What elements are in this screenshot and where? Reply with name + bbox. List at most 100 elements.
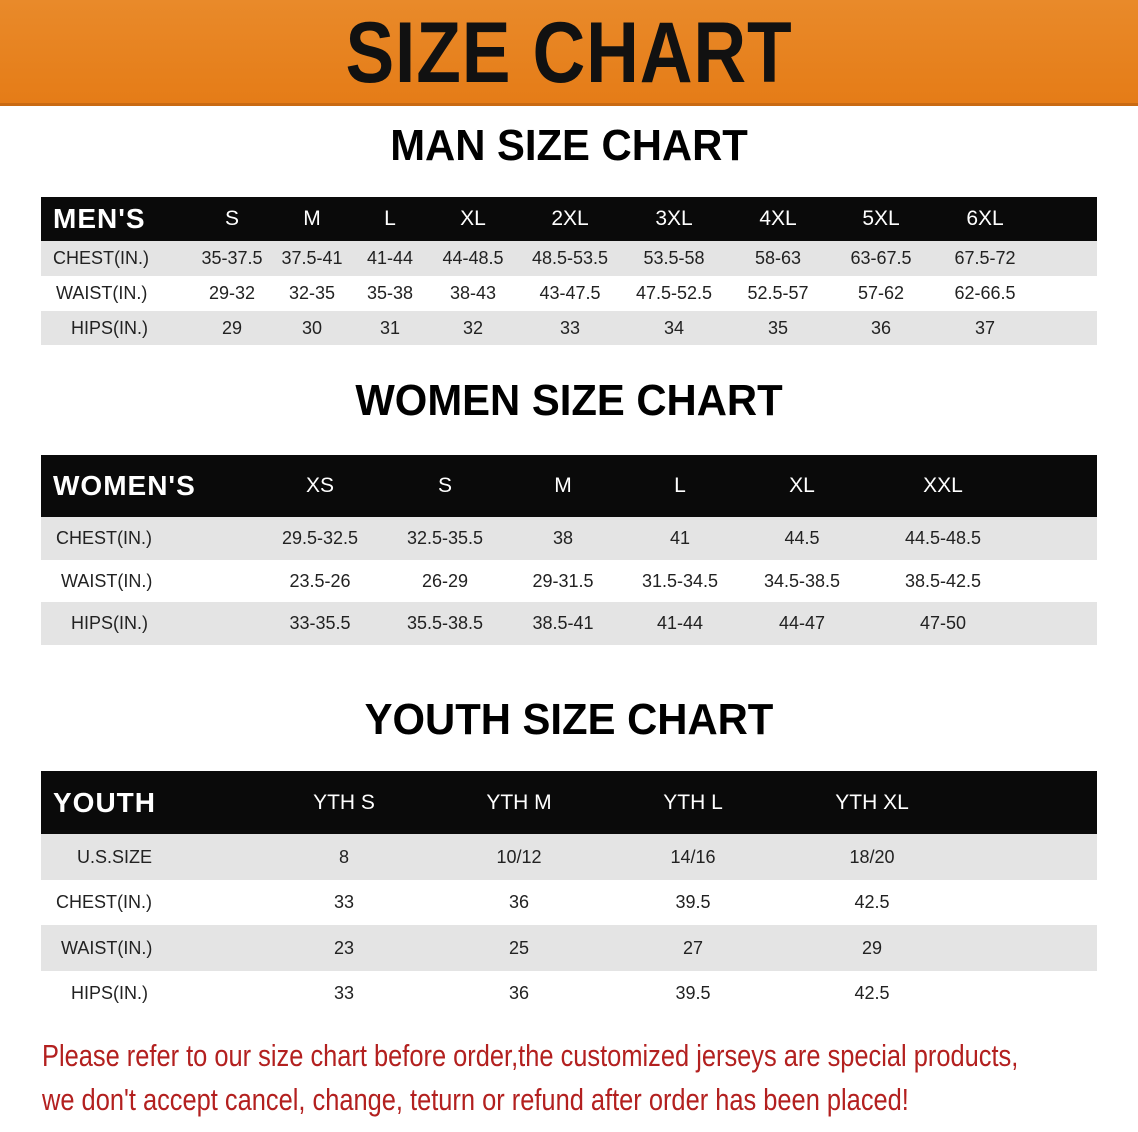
women-section-title: WOMEN SIZE CHART bbox=[355, 376, 783, 425]
table-cell: 38.5-41 bbox=[532, 613, 594, 633]
men-size-table: MEN'S S M L XL 2XL 3XL 4XL 5XL 6XL CHEST(IN.) 35-37… bbox=[41, 197, 1097, 345]
table-cell: 62-66.5 bbox=[954, 283, 1016, 303]
table-cell: 8 bbox=[338, 846, 350, 867]
size-column-header: 6XL bbox=[966, 207, 1004, 230]
table-cell: 31 bbox=[379, 317, 401, 338]
size-column-header: XL bbox=[789, 474, 815, 497]
size-column-header: YTH XL bbox=[835, 790, 909, 814]
table-row: U.S.SIZE 8 10/12 14/16 18/20 bbox=[41, 834, 1097, 880]
table-cell: 10/12 bbox=[496, 846, 542, 867]
youth-size-table: YOUTH YTH S YTH M YTH L YTH XL U.S.SIZE 8 10/12… bbox=[41, 771, 1097, 1016]
table-cell: 42.5 bbox=[854, 892, 890, 912]
size-column-header: 4XL bbox=[759, 207, 797, 230]
men-header-row: MEN'S S M L XL 2XL 3XL 4XL 5XL 6XL bbox=[41, 197, 1097, 241]
table-cell: 29-32 bbox=[208, 283, 256, 303]
banner-title: SIZE CHART bbox=[345, 5, 793, 101]
table-cell: 29-31.5 bbox=[532, 570, 594, 591]
table-cell: 32 bbox=[462, 317, 484, 338]
size-column-header: 2XL bbox=[551, 207, 589, 230]
table-cell: 27 bbox=[682, 937, 704, 958]
table-cell: 44.5-48.5 bbox=[904, 528, 982, 548]
table-cell: 14/16 bbox=[670, 846, 716, 867]
table-cell: 33-35.5 bbox=[289, 613, 351, 633]
table-cell: 39.5 bbox=[675, 892, 711, 912]
measurement-label: HIPS(IN.) bbox=[71, 317, 149, 338]
table-cell: 39.5 bbox=[675, 983, 711, 1003]
table-cell: 30 bbox=[301, 317, 323, 338]
measurement-label: WAIST(IN.) bbox=[61, 570, 153, 591]
size-column-header: 3XL bbox=[655, 207, 693, 230]
measurement-label: WAIST(IN.) bbox=[56, 283, 148, 303]
table-row: WAIST(IN.) 23.5-26 26-29 29-31.5 31.5-34.5 34… bbox=[41, 560, 1097, 602]
table-row: HIPS(IN.) 33 36 39.5 42.5 bbox=[41, 971, 1097, 1016]
size-column-header: L bbox=[384, 207, 396, 230]
size-column-header: S bbox=[224, 207, 240, 230]
table-cell: 41-44 bbox=[366, 248, 414, 268]
size-column-header: L bbox=[674, 474, 686, 497]
size-column-header: XXL bbox=[923, 474, 963, 497]
table-cell: 58-63 bbox=[754, 248, 802, 268]
youth-header-row: YOUTH YTH S YTH M YTH L YTH XL bbox=[41, 771, 1097, 834]
header-label: YOUTH bbox=[53, 786, 156, 818]
table-cell: 47.5-52.5 bbox=[635, 283, 713, 303]
table-row: WAIST(IN.) 23 25 27 29 bbox=[41, 925, 1097, 971]
size-column-header: XS bbox=[305, 474, 335, 497]
table-cell: 36 bbox=[508, 892, 530, 912]
women-header-row: WOMEN'S XS S M L XL XXL bbox=[41, 455, 1097, 517]
table-cell: 34.5-38.5 bbox=[763, 570, 841, 591]
size-column-header: 5XL bbox=[862, 207, 900, 230]
table-cell: 35-37.5 bbox=[201, 248, 263, 268]
table-row: HIPS(IN.) 29 30 31 32 33 34 35 36 37 bbox=[41, 311, 1097, 345]
table-cell: 44-48.5 bbox=[442, 248, 504, 268]
notice-line-1: Please refer to our size chart before or… bbox=[42, 1038, 1019, 1073]
table-cell: 38 bbox=[552, 528, 574, 548]
table-row: HIPS(IN.) 33-35.5 35.5-38.5 38.5-41 41-44 44-… bbox=[41, 602, 1097, 645]
table-cell: 23.5-26 bbox=[289, 570, 351, 591]
table-cell: 26-29 bbox=[421, 570, 469, 591]
table-cell: 33 bbox=[333, 983, 355, 1003]
table-cell: 42.5 bbox=[854, 983, 890, 1003]
size-column-header: YTH L bbox=[663, 790, 723, 814]
table-cell: 47-50 bbox=[919, 613, 967, 633]
notice-line-2: we don't accept cancel, change, teturn o… bbox=[42, 1082, 909, 1117]
header-label: WOMEN'S bbox=[53, 470, 196, 501]
size-column-header: XL bbox=[460, 207, 486, 230]
table-cell: 31.5-34.5 bbox=[641, 570, 719, 591]
men-section-title: MAN SIZE CHART bbox=[390, 121, 748, 170]
header-label: MEN'S bbox=[53, 203, 146, 234]
measurement-label: CHEST(IN.) bbox=[56, 528, 152, 548]
table-cell: 36 bbox=[508, 983, 530, 1003]
table-row: WAIST(IN.) 29-32 32-35 35-38 38-43 43-47.5 47.… bbox=[41, 276, 1097, 311]
table-cell: 23 bbox=[333, 937, 355, 958]
table-cell: 57-62 bbox=[857, 283, 905, 303]
table-cell: 38.5-42.5 bbox=[904, 570, 982, 591]
size-column-header: M bbox=[303, 207, 321, 230]
table-cell: 33 bbox=[333, 892, 355, 912]
table-cell: 63-67.5 bbox=[850, 248, 912, 268]
measurement-label: HIPS(IN.) bbox=[71, 613, 149, 633]
women-size-table: WOMEN'S XS S M L XL XXL CHEST(IN.) 29.5-32.5 32.5… bbox=[41, 455, 1097, 645]
table-cell: 44.5 bbox=[784, 528, 820, 548]
size-column-header: M bbox=[554, 474, 572, 497]
banner: SIZE CHART bbox=[0, 0, 1138, 106]
table-cell: 35-38 bbox=[366, 283, 414, 303]
table-cell: 32.5-35.5 bbox=[406, 528, 484, 548]
table-cell: 32-35 bbox=[288, 283, 336, 303]
table-cell: 37 bbox=[974, 317, 996, 338]
table-cell: 48.5-53.5 bbox=[531, 248, 609, 268]
measurement-label: CHEST(IN.) bbox=[56, 892, 152, 912]
table-row: CHEST(IN.) 35-37.5 37.5-41 41-44 44-48.5 48.5… bbox=[41, 241, 1097, 276]
table-cell: 36 bbox=[870, 317, 892, 338]
table-cell: 41 bbox=[669, 528, 691, 548]
table-row: CHEST(IN.) 33 36 39.5 42.5 bbox=[41, 880, 1097, 925]
table-cell: 41-44 bbox=[656, 613, 704, 633]
table-cell: 35 bbox=[767, 317, 789, 338]
table-cell: 29 bbox=[861, 937, 883, 958]
table-cell: 35.5-38.5 bbox=[406, 613, 484, 633]
table-cell: 29.5-32.5 bbox=[281, 528, 359, 548]
table-cell: 53.5-58 bbox=[643, 248, 705, 268]
table-cell: 37.5-41 bbox=[281, 248, 343, 268]
table-cell: 18/20 bbox=[849, 846, 895, 867]
measurement-label: HIPS(IN.) bbox=[71, 983, 149, 1003]
size-column-header: YTH M bbox=[486, 790, 552, 814]
